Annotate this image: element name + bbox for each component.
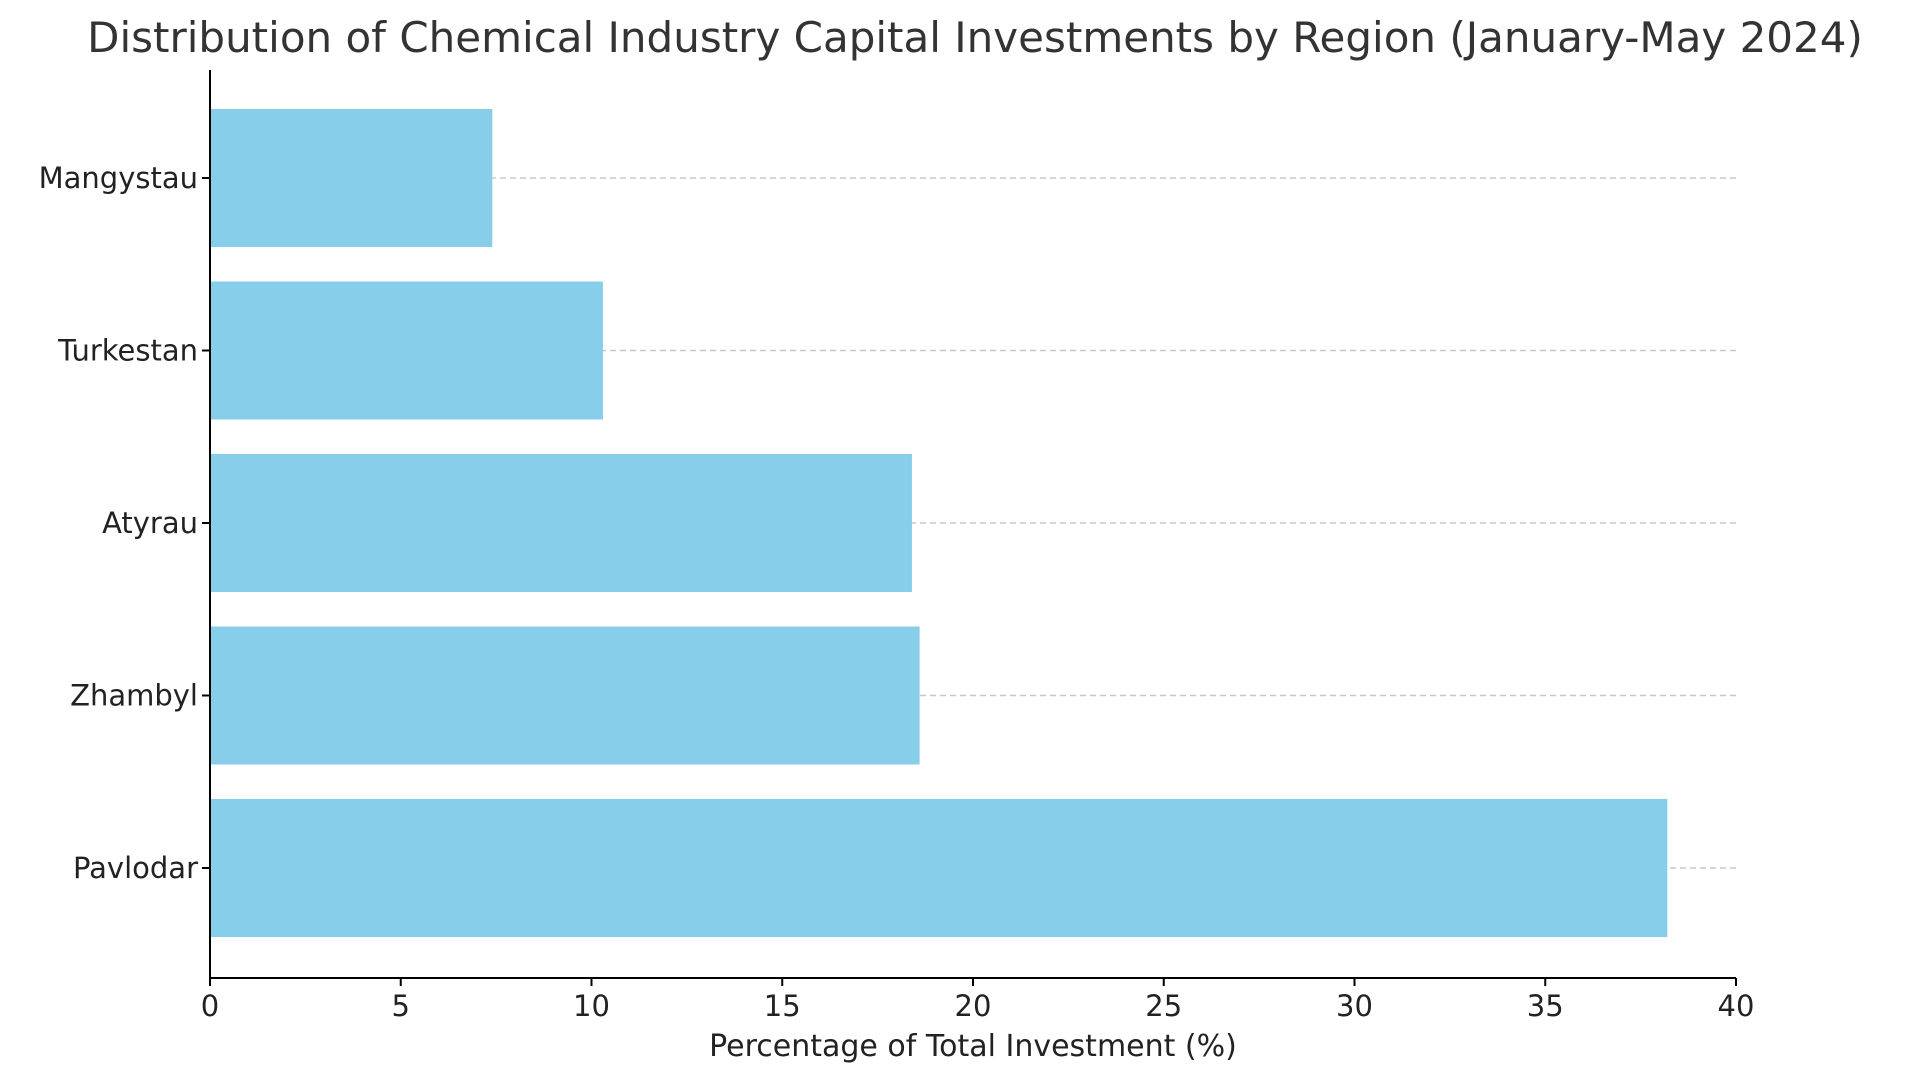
x-tick-label: 40 (1718, 989, 1755, 1023)
x-tick-label: 35 (1527, 989, 1564, 1023)
y-tick-label: Pavlodar (73, 851, 198, 885)
x-axis-ticks: 0 5 10 15 20 25 30 35 40 (201, 978, 1755, 1023)
bar-mangystau (210, 109, 493, 247)
y-axis-ticks: Pavlodar Zhambyl Atyrau Turkestan Mangystau (39, 161, 210, 885)
y-tick-label: Atyrau (102, 506, 198, 540)
bar-turkestan (210, 281, 603, 420)
x-tick-label: 5 (392, 989, 410, 1023)
bar-zhambyl (210, 626, 920, 765)
x-axis-title: Percentage of Total Investment (%) (709, 1029, 1237, 1064)
bars (210, 109, 1668, 937)
bar-atyrau (210, 454, 912, 592)
x-tick-label: 25 (1145, 989, 1182, 1023)
x-tick-label: 15 (764, 989, 801, 1023)
bar-pavlodar (210, 799, 1668, 937)
x-tick-label: 10 (573, 989, 610, 1023)
y-tick-label: Turkestan (57, 334, 198, 368)
y-tick-label: Mangystau (39, 161, 198, 195)
x-tick-label: 0 (201, 989, 219, 1023)
x-tick-label: 20 (955, 989, 992, 1023)
chart-title: Distribution of Chemical Industry Capita… (87, 13, 1863, 62)
x-tick-label: 30 (1336, 989, 1373, 1023)
y-tick-label: Zhambyl (70, 679, 198, 713)
